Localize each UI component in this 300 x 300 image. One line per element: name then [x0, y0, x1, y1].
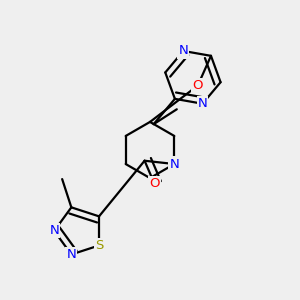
Text: N: N — [67, 248, 76, 261]
Text: N: N — [178, 44, 188, 58]
Text: N: N — [169, 158, 179, 170]
Text: O: O — [193, 79, 203, 92]
Text: S: S — [95, 239, 103, 252]
Text: N: N — [198, 97, 207, 110]
Text: N: N — [50, 224, 59, 237]
Text: O: O — [149, 177, 160, 190]
